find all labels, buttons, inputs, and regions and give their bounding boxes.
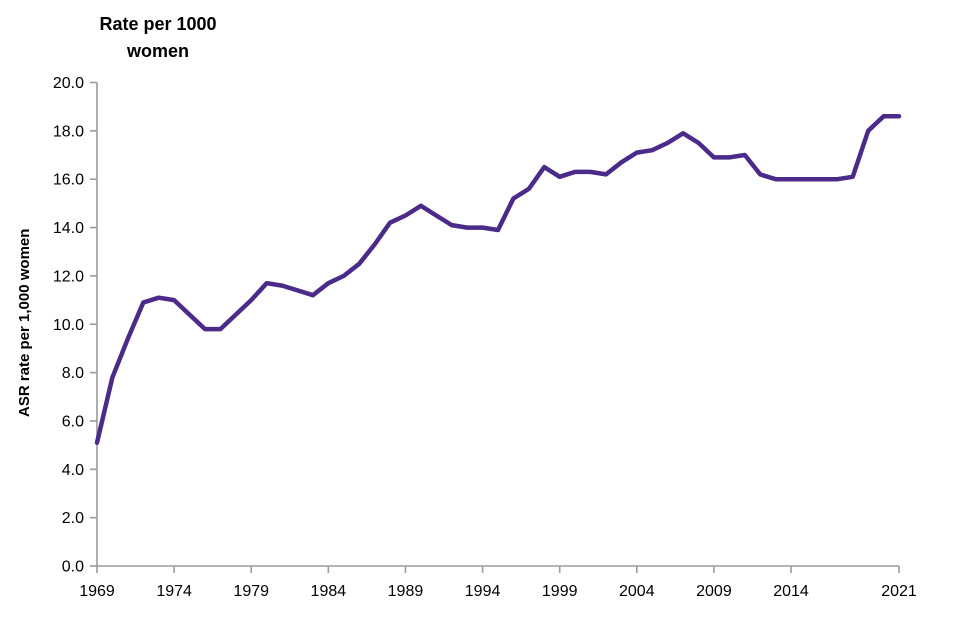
x-tick-label: 1994 [465, 583, 501, 600]
y-tick-label: 8.0 [62, 365, 84, 382]
y-tick-label: 0.0 [62, 559, 84, 576]
x-tick-label: 2014 [773, 583, 809, 600]
y-tick-label: 4.0 [62, 462, 84, 479]
x-tick-label: 1984 [311, 583, 347, 600]
y-tick-label: 18.0 [53, 123, 84, 140]
axis-lines [96, 82, 899, 567]
x-tick-label: 1979 [233, 583, 269, 600]
x-tick-label: 2004 [619, 583, 655, 600]
x-tick-label: 2009 [696, 583, 732, 600]
y-axis-title: ASR rate per 1,000 women [16, 228, 33, 418]
y-tick-label: 2.0 [62, 510, 84, 527]
chart-title: Rate per 1000 women [58, 11, 258, 65]
chart-title-line2: women [126, 41, 189, 61]
y-tick-label: 14.0 [53, 220, 84, 237]
x-tick-label: 1974 [156, 583, 192, 600]
x-tick-label: 1989 [388, 583, 424, 600]
x-tick-label: 2021 [881, 583, 917, 600]
y-tick-label: 20.0 [53, 75, 84, 92]
y-tick-label: 12.0 [53, 268, 84, 285]
chart-title-line1: Rate per 1000 [99, 14, 217, 34]
x-tick-label: 1999 [542, 583, 578, 600]
asr-rate-line [94, 114, 902, 445]
y-tick-label: 10.0 [53, 317, 84, 334]
y-tick-label: 6.0 [62, 413, 84, 430]
x-tick-label: 1969 [79, 583, 115, 600]
y-tick-label: 16.0 [53, 172, 84, 189]
